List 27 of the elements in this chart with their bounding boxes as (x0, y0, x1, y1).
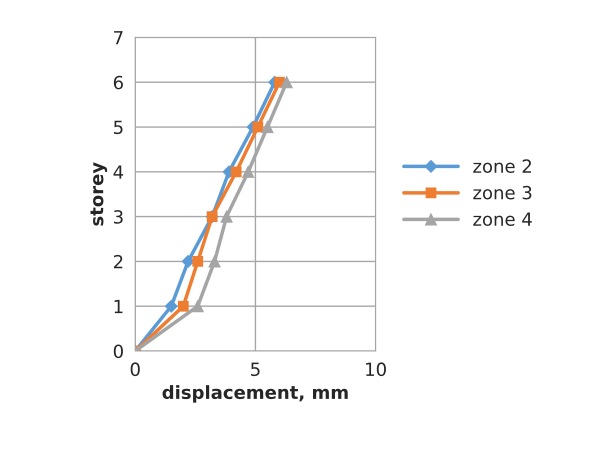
point (192, 256, 204, 267)
legend-label: zone 4 (473, 212, 532, 226)
legend-label: zone 3 (473, 186, 532, 200)
point (230, 166, 242, 178)
point (164, 300, 178, 313)
point (252, 122, 264, 132)
y-tick-label: 5 (114, 120, 123, 134)
y-tick-label: 0 (114, 344, 123, 358)
y-tick-label: 7 (114, 31, 123, 44)
y-tick-label: 3 (114, 210, 123, 224)
point (242, 166, 254, 178)
y-tick-label: 6 (114, 76, 123, 90)
point (261, 120, 274, 134)
y-tick-label: 1 (114, 300, 122, 314)
y-axis-title: storey (90, 162, 108, 226)
point (220, 210, 233, 223)
x-tick-label: 0 (130, 362, 140, 376)
y-tick-label: 2 (114, 254, 122, 268)
x-axis-title: displacement, mm (162, 385, 348, 403)
legend-label: zone 2 (473, 159, 531, 173)
x-tick-label: 5 (251, 362, 260, 376)
point (208, 255, 221, 268)
point (280, 76, 293, 88)
point (192, 300, 204, 312)
point (178, 300, 189, 312)
x-tick-label: 10 (366, 362, 386, 376)
y-tick-label: 4 (114, 166, 124, 179)
